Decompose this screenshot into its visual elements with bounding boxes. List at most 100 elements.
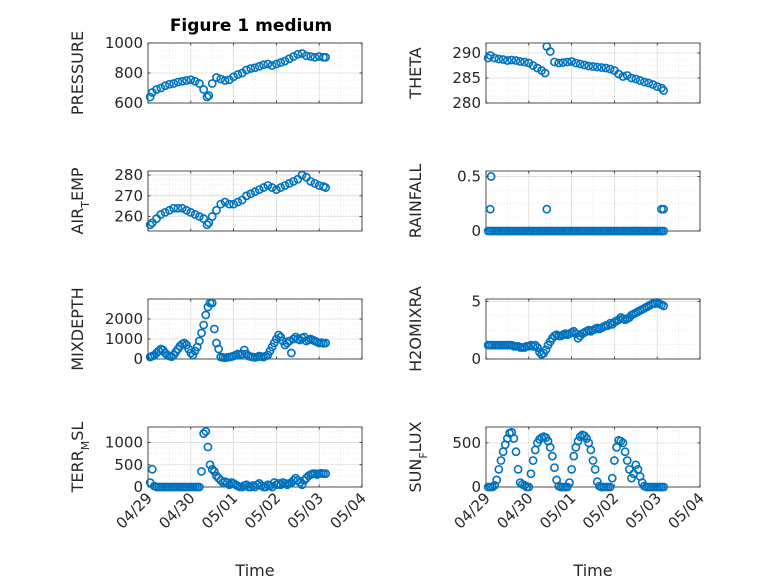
- data-point: [203, 442, 213, 452]
- data-point: [490, 53, 499, 63]
- y-tick-label: 5: [471, 292, 481, 310]
- data-point: [220, 76, 230, 85]
- data-point: [182, 76, 191, 85]
- data-point: [293, 49, 303, 59]
- data-point: [197, 467, 206, 476]
- data-point: [528, 61, 538, 70]
- y-axis-label-main: TERR: [68, 450, 87, 493]
- data-point: [569, 326, 579, 336]
- figure-title: Figure 1 medium: [170, 16, 332, 36]
- data-point: [321, 183, 331, 192]
- data-point: [216, 74, 226, 84]
- data-point: [152, 85, 161, 94]
- y-axis-label-rest: EMP: [68, 167, 87, 201]
- data-point: [607, 473, 617, 483]
- data-point: [207, 298, 217, 308]
- y-tick-label: 0: [471, 222, 481, 240]
- data-point: [644, 78, 654, 88]
- data-point: [194, 79, 204, 88]
- data-point: [610, 456, 619, 465]
- data-point: [246, 64, 256, 73]
- data-point: [186, 75, 196, 85]
- data-point: [616, 436, 626, 446]
- data-point: [297, 49, 307, 58]
- data-point: [573, 436, 583, 446]
- y-axis-label: H2OMIXRA: [406, 286, 425, 372]
- data-point: [267, 183, 277, 192]
- data-point: [274, 330, 283, 340]
- y-tick-label: 1000: [105, 34, 143, 52]
- data-point: [545, 47, 555, 56]
- data-point: [205, 460, 215, 470]
- data-point: [509, 434, 519, 443]
- data-point: [488, 482, 497, 492]
- data-point: [586, 445, 596, 455]
- data-point: [201, 427, 211, 436]
- data-point: [554, 58, 564, 68]
- data-point: [207, 79, 217, 88]
- data-point: [194, 212, 204, 221]
- data-point: [659, 204, 669, 214]
- series-markers: [145, 298, 331, 363]
- data-point: [145, 220, 155, 230]
- data-point: [622, 71, 632, 80]
- subplot-5: 0 1000 2000 MIXDEPTH: [68, 287, 363, 371]
- data-point: [558, 58, 568, 67]
- data-point: [550, 57, 559, 67]
- data-point: [229, 199, 238, 209]
- data-point: [259, 60, 268, 70]
- data-point: [259, 183, 268, 192]
- axes-box: [147, 298, 363, 360]
- data-point: [511, 447, 521, 457]
- data-point: [485, 204, 495, 214]
- data-point: [659, 226, 669, 236]
- y-tick-label: 2000: [105, 310, 143, 328]
- y-axis-label: TERRMSL: [68, 422, 92, 494]
- data-point: [250, 187, 260, 197]
- data-point: [490, 480, 499, 490]
- data-point: [271, 185, 281, 195]
- data-point: [652, 82, 662, 91]
- data-point: [169, 79, 179, 88]
- data-point: [515, 57, 525, 66]
- data-point: [520, 480, 529, 490]
- data-point: [177, 203, 187, 213]
- data-point: [492, 475, 502, 485]
- data-point: [597, 63, 606, 72]
- axes-box: [147, 170, 363, 232]
- data-point: [177, 76, 187, 86]
- data-point: [204, 91, 214, 100]
- y-axis-label: PRESSURE: [68, 31, 87, 115]
- data-point: [532, 63, 542, 73]
- data-point: [526, 469, 536, 479]
- data-point: [532, 343, 542, 352]
- data-point: [567, 464, 576, 474]
- y-tick-label: 0: [471, 478, 481, 496]
- data-point: [498, 55, 508, 64]
- y-tick-label: 260: [114, 208, 143, 226]
- y-tick-label: 290: [452, 44, 481, 62]
- data-point: [289, 176, 298, 186]
- y-axis-label-subscript: M: [79, 441, 92, 451]
- data-point: [295, 478, 305, 487]
- data-point: [289, 52, 298, 61]
- data-point: [242, 191, 251, 201]
- data-point: [603, 321, 613, 330]
- y-tick-label: 280: [452, 94, 481, 112]
- data-point: [657, 83, 666, 93]
- subplot-grid: 600 800 1000 PRESSURE 280 285 290 THETA 260 270 28…: [68, 31, 708, 580]
- data-point: [199, 85, 209, 94]
- data-point: [592, 62, 602, 72]
- data-point: [310, 52, 320, 62]
- y-axis-label: SUNFLUX: [406, 421, 430, 492]
- data-point: [276, 183, 286, 192]
- data-point: [485, 51, 495, 60]
- y-axis-label: THETA: [406, 47, 425, 99]
- data-point: [280, 56, 290, 66]
- data-point: [547, 451, 557, 461]
- y-tick-label: 1000: [105, 434, 143, 452]
- data-point: [639, 77, 649, 87]
- series-markers: [483, 42, 669, 95]
- y-axis-label-subscript: F: [417, 452, 430, 458]
